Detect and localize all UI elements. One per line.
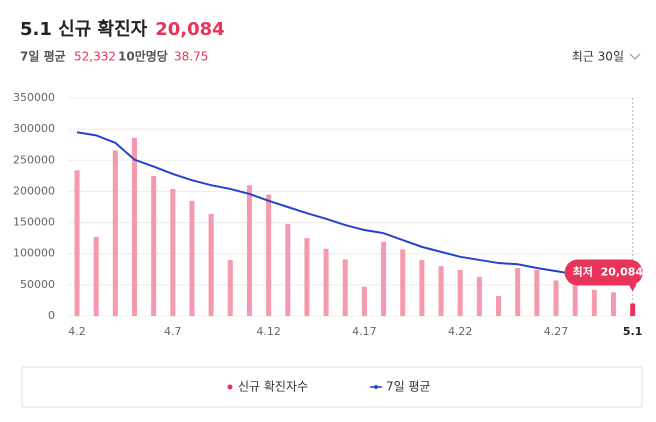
- bar: [342, 259, 348, 316]
- x-tick-label: 4.12: [256, 325, 281, 338]
- bar: [610, 292, 616, 316]
- bar: [285, 223, 291, 316]
- bar: [93, 236, 99, 316]
- bar: [496, 296, 502, 316]
- x-tick-label: 4.17: [352, 325, 377, 338]
- bar: [630, 303, 636, 316]
- x-tick-label: 5.1: [623, 325, 643, 338]
- x-tick-label: 4.2: [68, 325, 86, 338]
- title: 5.1 신규 확진자: [20, 19, 148, 40]
- legend-marker: [227, 384, 233, 390]
- annotation-label: 최저: [573, 264, 593, 278]
- per-value: 38.75: [174, 50, 208, 64]
- headline-value: 20,084: [155, 19, 224, 40]
- dropdown-arrow[interactable]: [629, 53, 641, 60]
- y-tick-label: 350000: [13, 91, 55, 104]
- y-tick-label: 100000: [13, 247, 55, 260]
- x-tick-label: 4.22: [448, 325, 473, 338]
- annotation-value: 20,084: [601, 265, 644, 278]
- bar: [131, 137, 137, 316]
- bar: [419, 259, 425, 316]
- bar: [227, 259, 233, 316]
- bar: [151, 175, 157, 316]
- legend-label: 7일 평균: [386, 380, 431, 394]
- avg-value: 52,332: [74, 50, 116, 64]
- annotation-bubble: [564, 259, 643, 286]
- y-tick-label: 200000: [13, 184, 55, 197]
- bar: [304, 238, 310, 316]
- bar: [591, 289, 597, 316]
- bar: [553, 280, 559, 316]
- avg-line: [76, 131, 633, 285]
- bar: [438, 266, 444, 316]
- bar: [476, 276, 482, 316]
- y-tick-label: 250000: [13, 153, 55, 166]
- y-tick-label: 0: [48, 309, 55, 322]
- per-label: 10만명당: [118, 49, 168, 64]
- bar: [534, 269, 540, 316]
- y-tick-label: 50000: [20, 278, 55, 291]
- bar: [323, 248, 329, 316]
- bar: [246, 185, 252, 316]
- bar: [112, 150, 118, 316]
- legend-marker: [374, 385, 378, 389]
- bar: [189, 200, 195, 316]
- bar: [381, 241, 387, 316]
- bar: [515, 268, 521, 316]
- y-tick-label: 300000: [13, 122, 55, 135]
- bar: [361, 286, 367, 316]
- bar: [572, 284, 578, 316]
- bar: [74, 170, 80, 316]
- period-select[interactable]: 최근 30일: [572, 50, 624, 64]
- annotation-pointer: [628, 284, 637, 292]
- legend-box: [21, 366, 643, 408]
- legend-label: 신규 확진자수: [238, 380, 308, 394]
- avg-label: 7일 평균: [20, 50, 66, 64]
- bar: [208, 213, 214, 316]
- x-tick-label: 4.27: [544, 325, 569, 338]
- bar: [170, 188, 176, 316]
- x-tick-label: 4.7: [164, 325, 182, 338]
- bar: [266, 194, 272, 316]
- y-tick-label: 150000: [13, 216, 55, 229]
- bar: [400, 249, 406, 316]
- bar: [457, 269, 463, 316]
